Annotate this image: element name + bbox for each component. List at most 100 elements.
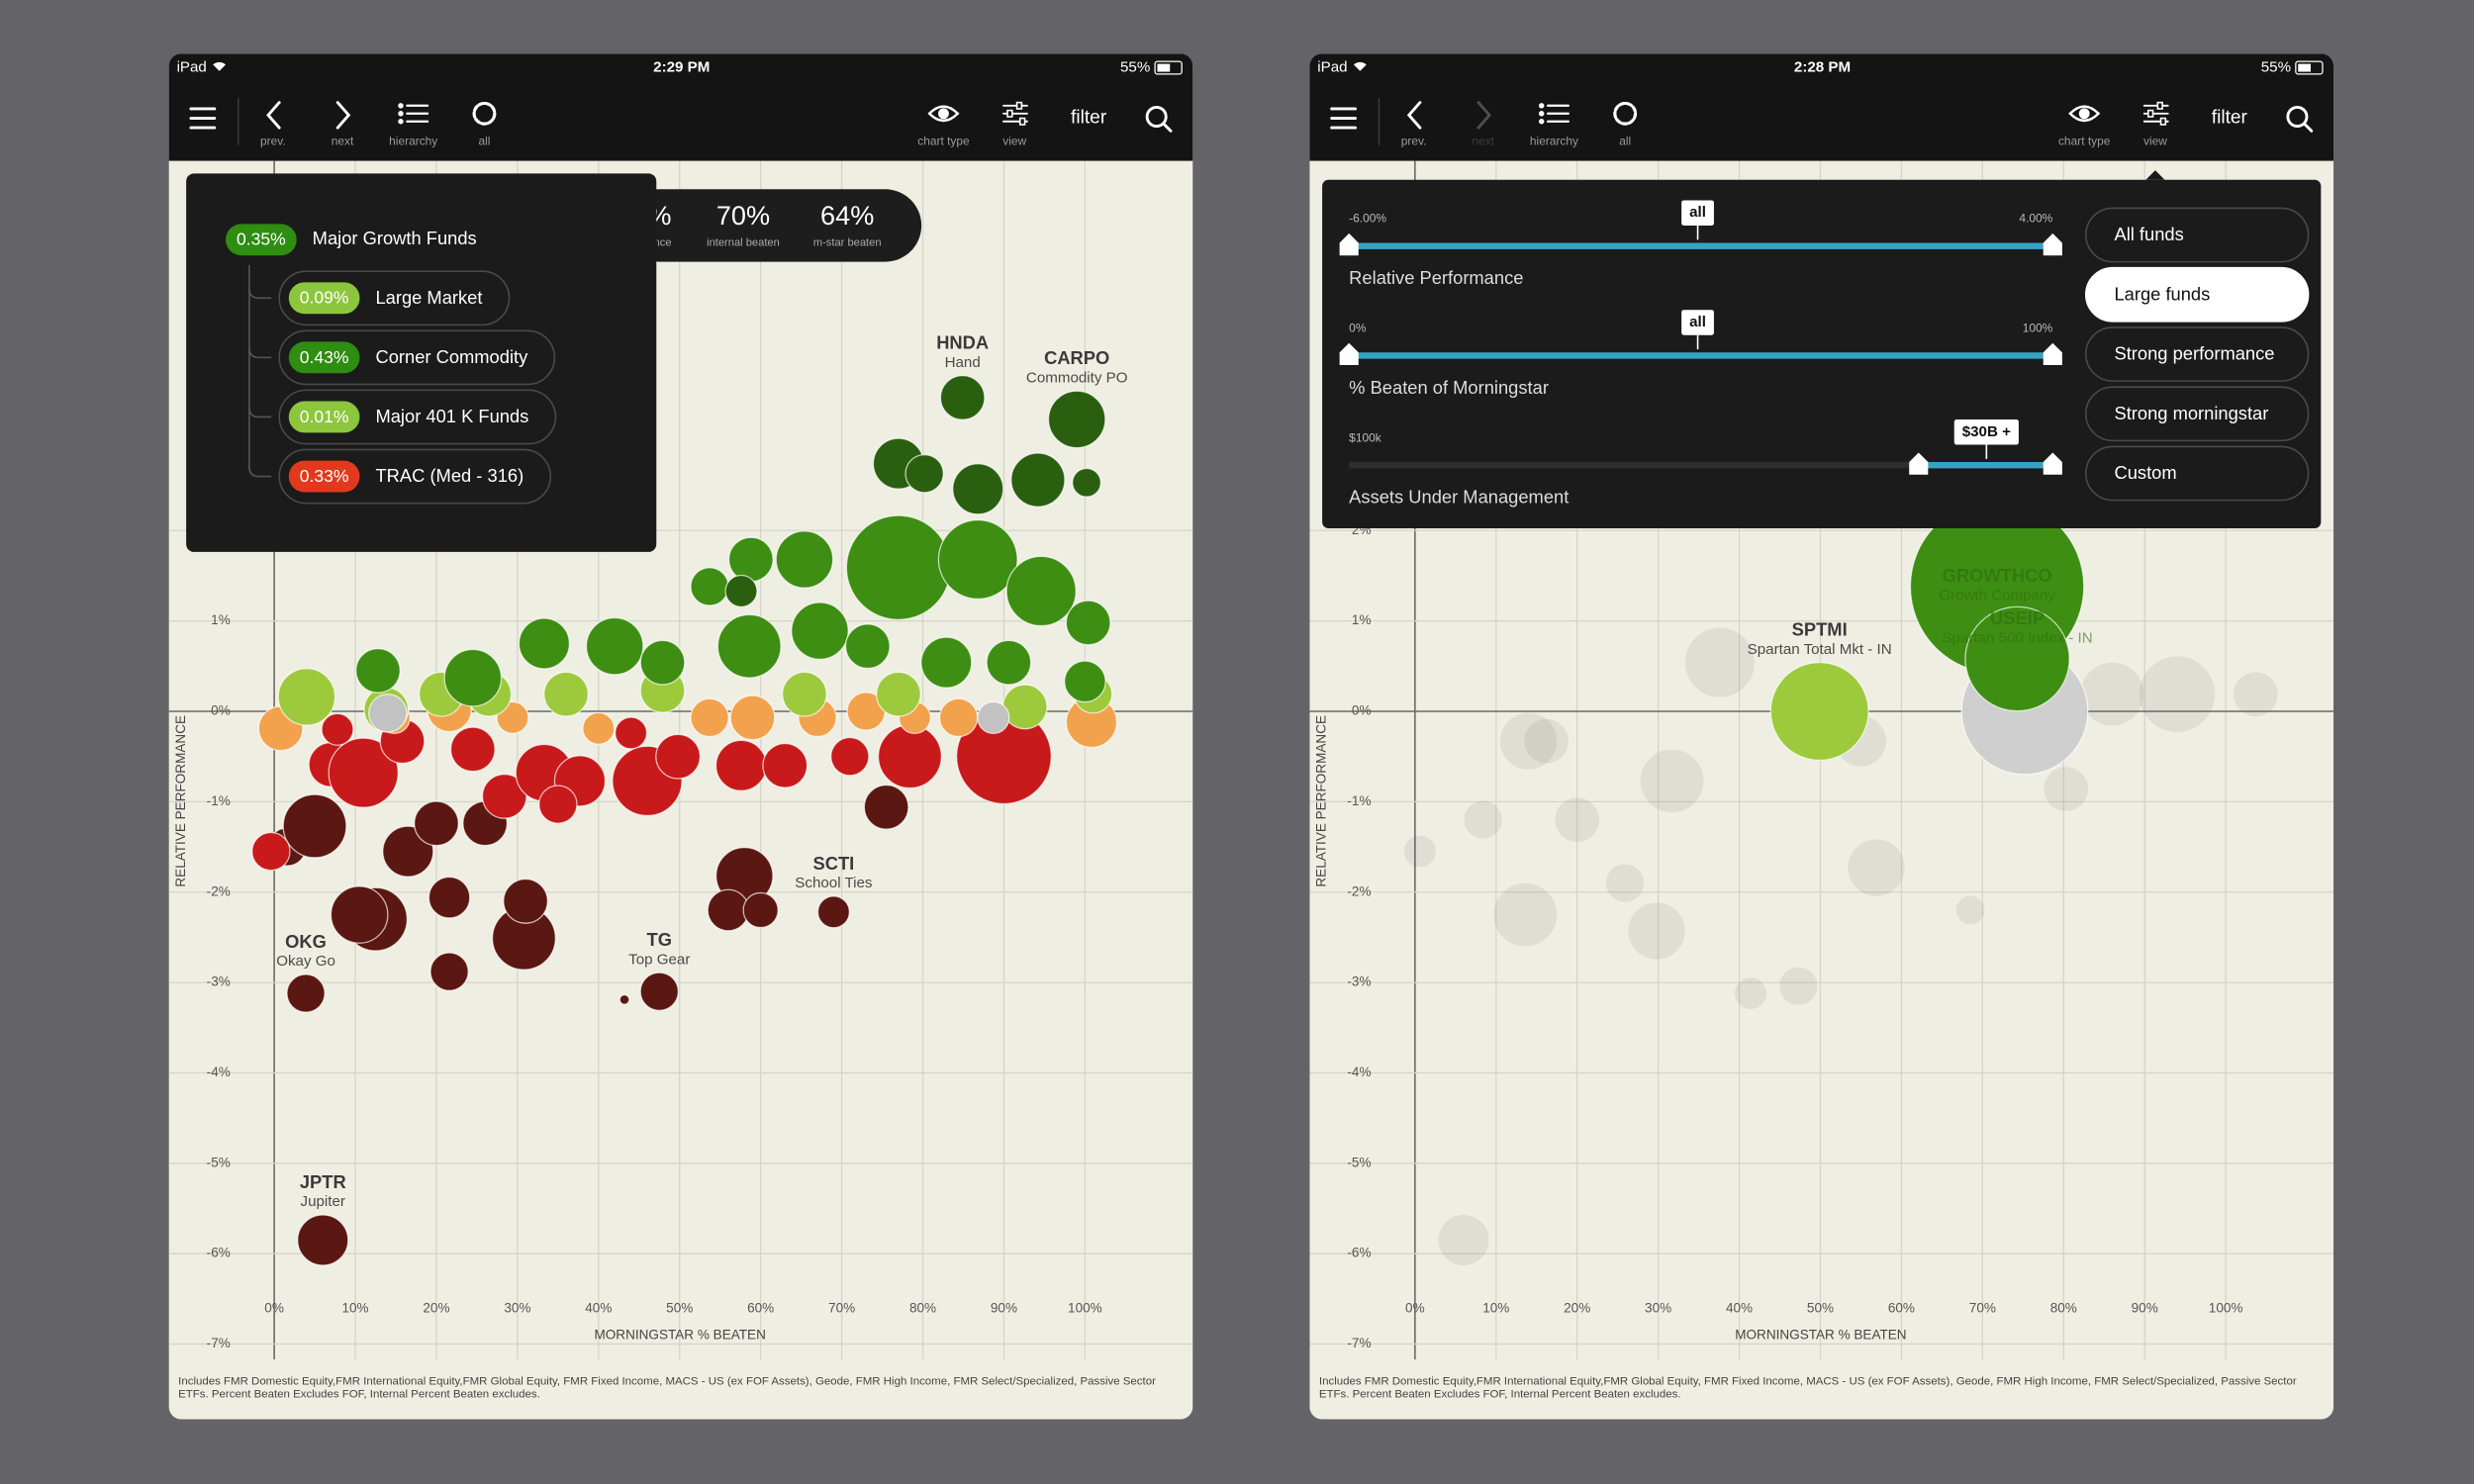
search-icon[interactable]: [2286, 105, 2309, 128]
y-tick-label: -7%: [207, 1336, 231, 1350]
fund-code: JPTR: [300, 1171, 346, 1192]
fund-bubble[interactable]: [1769, 661, 1869, 762]
fund-bubble: [690, 567, 729, 606]
toolbar-label[interactable]: all: [1619, 135, 1631, 148]
battery-level: 55%: [1120, 59, 1150, 76]
node-label[interactable]: TRAC (Med - 316): [375, 465, 523, 486]
slider-handle[interactable]: [1339, 232, 1359, 256]
all-icon[interactable]: [472, 101, 497, 126]
prev-icon[interactable]: [266, 101, 281, 130]
toolbar-label[interactable]: next: [332, 135, 354, 148]
preset-label[interactable]: Large funds: [2114, 283, 2210, 304]
child-node[interactable]: [278, 448, 552, 505]
footnote-box: Includes FMR Domestic Equity,FMR Interna…: [178, 1375, 1156, 1401]
slider-handle[interactable]: [2043, 452, 2062, 475]
next-icon[interactable]: [335, 101, 351, 130]
node-label[interactable]: Major 401 K Funds: [375, 406, 528, 426]
fund-name: Spartan 500 Index - IN: [1942, 629, 2092, 646]
slider-min: 0%: [1349, 322, 1367, 335]
y-tick-label: -3%: [1347, 974, 1371, 989]
fund-bubble: [714, 739, 768, 791]
preset-button[interactable]: [2084, 326, 2310, 382]
fund-name: Jupiter: [301, 1193, 345, 1210]
hierarchy-dot: [398, 119, 404, 125]
chart-type-icon[interactable]: [2068, 105, 2101, 123]
preset-label[interactable]: Strong performance: [2114, 343, 2274, 364]
node-label[interactable]: Large Market: [375, 287, 482, 308]
chart-type-icon[interactable]: [927, 105, 960, 123]
stat-label: ance: [647, 236, 671, 248]
toolbar-label[interactable]: prev.: [260, 135, 286, 148]
fund-bubble: [781, 671, 827, 717]
fund-code: OKG: [285, 931, 327, 952]
child-node[interactable]: [278, 389, 557, 445]
fund-code: TG: [647, 929, 672, 950]
fund-bubble[interactable]: [286, 974, 326, 1013]
hierarchy-dot: [1539, 111, 1545, 117]
slider-handle[interactable]: [2043, 232, 2062, 256]
search-icon[interactable]: [1145, 105, 1168, 128]
x-tick-label: 60%: [747, 1301, 774, 1316]
toolbar-label[interactable]: hierarchy: [1530, 135, 1578, 148]
preset-label[interactable]: Strong morningstar: [2114, 403, 2268, 423]
node-label[interactable]: Corner Commodity: [375, 346, 528, 367]
next-icon[interactable]: [1476, 101, 1492, 130]
x-tick-label: 0%: [1405, 1301, 1425, 1316]
preset-label[interactable]: All funds: [2114, 224, 2183, 244]
toolbar-label[interactable]: prev.: [1401, 135, 1427, 148]
fund-bubble: [830, 736, 870, 777]
preset-button[interactable]: [2084, 386, 2310, 442]
filter-button[interactable]: filter: [1071, 108, 1107, 129]
toolbar-label[interactable]: all: [478, 135, 490, 148]
percent-badge: [225, 224, 297, 256]
fund-bubble: [443, 648, 503, 707]
y-tick-label: 0%: [211, 703, 231, 718]
fund-name: Okay Go: [276, 953, 335, 970]
fund-bubble[interactable]: [297, 1214, 349, 1266]
y-tick-label: 1%: [211, 612, 231, 627]
fund-bubble: [1555, 797, 1600, 842]
child-node[interactable]: [278, 270, 511, 326]
filter-button[interactable]: filter: [2212, 108, 2248, 129]
fund-bubble: [938, 697, 979, 738]
fund-bubble[interactable]: [639, 972, 680, 1011]
toolbar-label[interactable]: chart type: [917, 135, 970, 148]
child-node[interactable]: [278, 329, 556, 386]
slider-handle[interactable]: [2043, 342, 2062, 366]
fund-bubble: [2044, 767, 2089, 811]
preset-button[interactable]: [2084, 266, 2310, 323]
toolbar-label[interactable]: chart type: [2058, 135, 2111, 148]
slider-handle[interactable]: [1909, 452, 1929, 475]
fund-bubble: [742, 891, 779, 929]
preset-label[interactable]: Custom: [2114, 462, 2176, 483]
fund-bubble[interactable]: [1047, 390, 1106, 449]
prev-icon[interactable]: [1406, 101, 1422, 130]
view-knob: [1006, 109, 1013, 118]
fund-bubble[interactable]: [939, 375, 986, 420]
x-tick-label: 70%: [828, 1301, 855, 1316]
all-icon[interactable]: [1613, 101, 1638, 126]
clock: 2:28 PM: [1794, 59, 1851, 76]
footnote-box: Includes FMR Domestic Equity,FMR Interna…: [1319, 1375, 2297, 1401]
toolbar-label[interactable]: next: [1472, 135, 1494, 148]
fund-bubble[interactable]: [816, 895, 850, 929]
x-tick-label: 40%: [1726, 1301, 1753, 1316]
toolbar-icons: [189, 101, 1173, 133]
preset-button[interactable]: [2084, 207, 2310, 263]
fund-bubble[interactable]: [1964, 605, 2070, 712]
y-tick-label: -4%: [1347, 1065, 1371, 1079]
fund-bubble: [481, 773, 527, 819]
preset-button[interactable]: [2084, 445, 2310, 502]
percent-badge-text: 0.09%: [300, 288, 349, 308]
slider-title: Assets Under Management: [1349, 487, 1569, 508]
percent-badge: [288, 341, 360, 374]
toolbar-label[interactable]: hierarchy: [389, 135, 437, 148]
toolbar-label[interactable]: view: [2143, 135, 2167, 148]
slider-handle[interactable]: [1339, 342, 1359, 366]
fund-bubble: [863, 784, 909, 830]
battery-icon: [1154, 60, 1183, 75]
node-label[interactable]: Major Growth Funds: [313, 228, 477, 248]
percent-badge: [288, 401, 360, 433]
toolbar-label[interactable]: view: [1002, 135, 1026, 148]
